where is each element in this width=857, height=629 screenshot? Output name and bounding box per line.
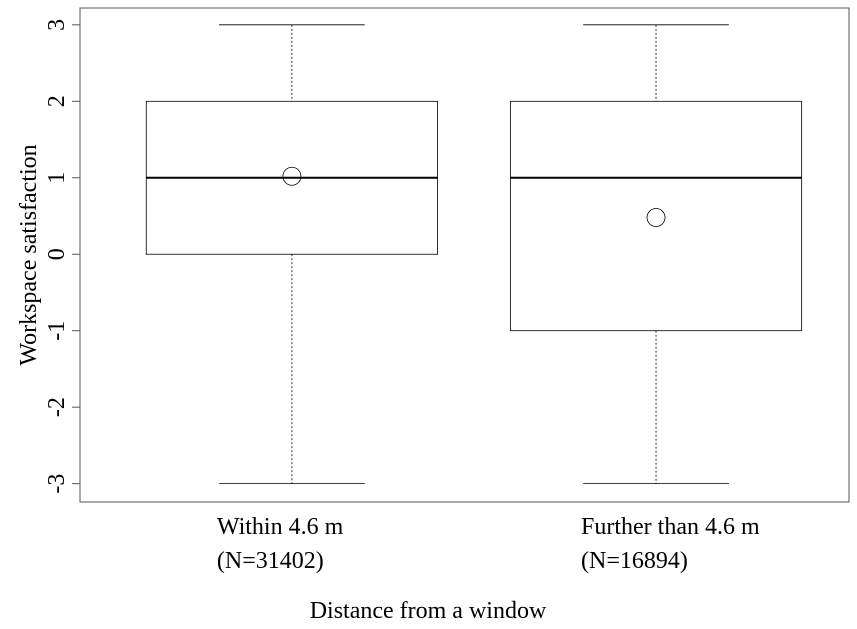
box [509, 100, 803, 332]
x-tick-label: Within 4.6 m [217, 514, 344, 540]
x-tick-label: (N=16894) [581, 548, 688, 574]
y-tick-label: -1 [44, 321, 70, 341]
plot-frame [79, 7, 850, 503]
x-tick-label: Further than 4.6 m [581, 514, 760, 540]
y-tick-label: 0 [44, 248, 70, 260]
x-tick-label: (N=31402) [217, 548, 324, 574]
y-tick-label: -2 [44, 397, 70, 417]
y-tick-label: -3 [44, 474, 70, 494]
y-tick-label: 2 [44, 95, 70, 107]
y-tick-label: 1 [44, 172, 70, 184]
y-axis-label: Workspace satisfaction [16, 144, 42, 365]
y-tick-label: 3 [44, 19, 70, 31]
x-axis-label: Distance from a window [310, 598, 547, 624]
mean [646, 208, 666, 227]
mean [282, 166, 302, 186]
